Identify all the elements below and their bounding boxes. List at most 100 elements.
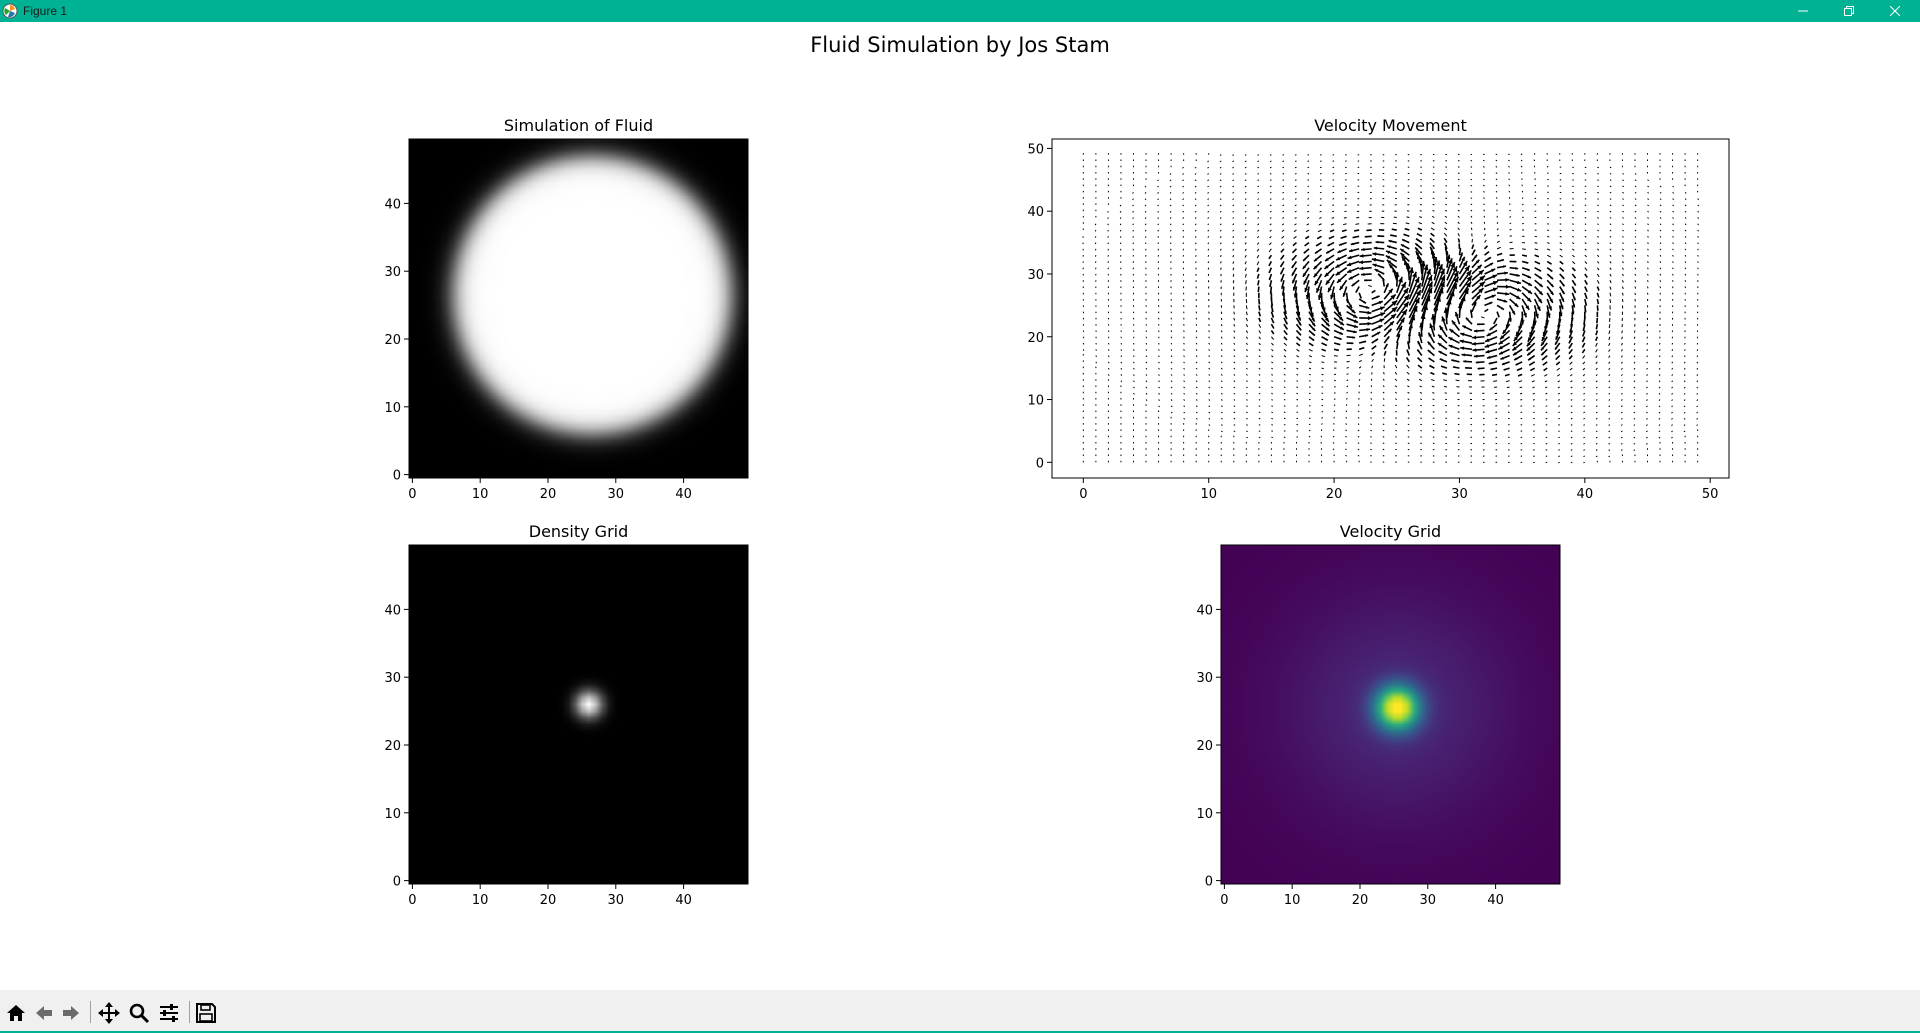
quiver-arrow	[1307, 191, 1310, 194]
quiver-arrow	[1208, 417, 1211, 420]
zoom-button[interactable]	[126, 1000, 152, 1026]
quiver-arrow	[1182, 217, 1185, 219]
quiver-arrowhead	[1569, 335, 1572, 339]
quiver-arrow	[1534, 184, 1537, 187]
quiver-arrow	[1418, 222, 1423, 225]
quiver-arrow	[1495, 197, 1498, 199]
quiver-arrow	[1219, 242, 1222, 245]
quiver-arrow	[1195, 399, 1198, 401]
quiver-arrow	[1609, 235, 1612, 238]
quiver-arrowhead	[1503, 368, 1506, 371]
quiver-arrow	[1634, 217, 1637, 219]
quiver-arrow	[1595, 443, 1598, 445]
quiver-arrowhead	[1401, 256, 1406, 262]
figure-canvas[interactable]: Fluid Simulation by Jos Stam 0 10 20 30 4001…	[0, 22, 1920, 990]
quiver-arrow	[1220, 311, 1223, 314]
quiver-arrow	[1457, 227, 1460, 231]
quiver-arrowhead	[1414, 276, 1420, 283]
quiver-arrowhead	[1558, 319, 1562, 323]
quiver-arrow	[1219, 198, 1222, 201]
quiver-arrowhead	[1568, 346, 1571, 349]
quiver-arrow	[1144, 242, 1147, 245]
quiver-arrow	[1296, 355, 1300, 358]
quiver-arrowhead	[1476, 294, 1481, 300]
y-tick-label: 0	[393, 469, 401, 484]
quiver-arrow	[1345, 416, 1348, 419]
quiver-arrow	[1145, 392, 1148, 395]
quiver-arrowhead	[1349, 249, 1353, 253]
quiver-arrow	[1684, 229, 1687, 232]
quiver-arrow	[1169, 217, 1172, 219]
quiver-arrow	[1608, 374, 1611, 377]
quiver-arrow	[1647, 185, 1650, 188]
quiver-arrow	[1144, 236, 1147, 238]
quiver-arrowhead	[1417, 357, 1420, 360]
quiver-arrowhead	[1429, 323, 1434, 329]
quiver-arrow	[1482, 153, 1485, 156]
quiver-arrow	[1570, 386, 1573, 389]
quiver-arrow	[1647, 198, 1650, 200]
quiver-arrow	[1207, 185, 1210, 188]
quiver-arrow	[1144, 192, 1147, 194]
quiver-arrowhead	[1298, 322, 1302, 326]
quiver-arrow	[1158, 392, 1160, 395]
quiver-arrow	[1470, 203, 1473, 206]
quiver-arrow	[1133, 342, 1135, 345]
quiver-arrow	[1207, 210, 1210, 213]
restore-button[interactable]	[1826, 0, 1872, 22]
quiver-arrowhead	[1541, 352, 1545, 356]
quiver-arrow	[1608, 330, 1611, 335]
quiver-arrow	[1394, 378, 1398, 382]
save-button[interactable]	[193, 1000, 219, 1026]
home-button[interactable]	[3, 1000, 29, 1026]
quiver-arrow	[1471, 244, 1475, 250]
quiver-arrow	[1119, 223, 1122, 226]
quiver-arrow	[1120, 349, 1123, 351]
quiver-arrow	[1371, 345, 1377, 350]
quiver-arrow	[1557, 374, 1561, 377]
configure-subplots-button[interactable]	[156, 1000, 182, 1026]
quiver-arrow	[1571, 248, 1575, 251]
quiver-arrow	[1232, 236, 1235, 239]
quiver-arrow	[1232, 217, 1235, 219]
quiver-arrow	[1183, 367, 1185, 370]
quiver-arrow	[1232, 198, 1235, 200]
quiver-arrow	[1570, 424, 1573, 426]
quiver-arrow	[1521, 203, 1524, 206]
window-titlebar[interactable]: Figure 1	[0, 0, 1920, 22]
quiver-arrow	[1220, 355, 1223, 358]
quiver-arrow	[1219, 191, 1222, 194]
quiver-arrowhead	[1497, 315, 1500, 318]
close-button[interactable]	[1872, 0, 1918, 22]
minimize-button[interactable]	[1780, 0, 1826, 22]
quiver-arrowhead	[1387, 245, 1391, 249]
forward-button[interactable]	[58, 1000, 84, 1026]
quiver-arrow	[1279, 254, 1285, 261]
quiver-arrow	[1508, 153, 1510, 156]
quiver-arrowhead	[1385, 343, 1388, 347]
quiver-arrowhead	[1560, 305, 1564, 310]
quiver-arrow	[1133, 374, 1135, 376]
quiver-arrow	[1634, 223, 1637, 226]
quiver-arrow	[1534, 191, 1537, 193]
back-button[interactable]	[31, 1000, 57, 1026]
quiver-arrowhead	[1347, 255, 1352, 260]
quiver-arrow	[1119, 242, 1122, 245]
quiver-arrowhead	[1403, 294, 1410, 301]
quiver-arrowhead	[1377, 235, 1380, 238]
quiver-arrow	[1219, 236, 1222, 238]
quiver-arrow	[1608, 336, 1611, 341]
quiver-arrowhead	[1316, 288, 1321, 293]
quiver-arrowhead	[1427, 350, 1431, 353]
quiver-arrow	[1321, 411, 1324, 413]
quiver-arrow	[1496, 221, 1499, 224]
quiver-arrow	[1622, 191, 1624, 194]
pan-button[interactable]	[96, 1000, 122, 1026]
quiver-arrow	[1634, 173, 1637, 175]
quiver-arrow	[1321, 361, 1325, 364]
quiver-arrow	[1620, 399, 1623, 401]
quiver-arrowhead	[1570, 317, 1574, 321]
quiver-arrow	[1646, 380, 1648, 383]
quiver-arrow	[1596, 305, 1599, 311]
quiver-arrowhead	[1270, 297, 1273, 301]
